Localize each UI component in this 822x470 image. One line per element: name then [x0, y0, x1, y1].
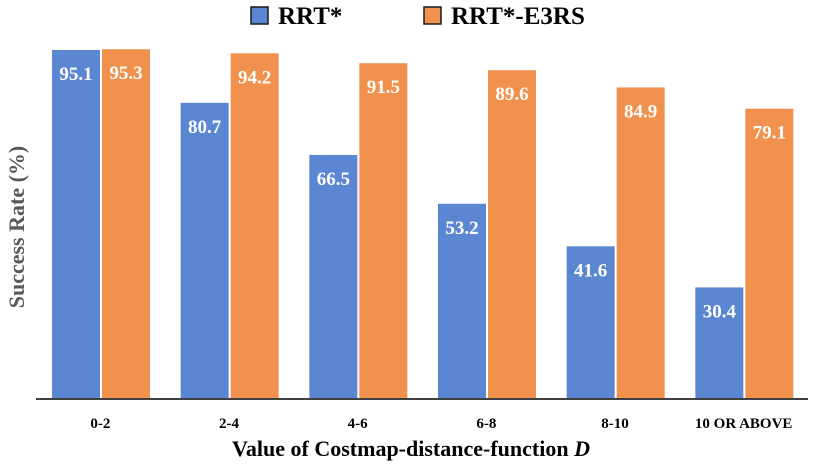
- value-label-rrt-e3rs-8-10: 84.9: [624, 101, 657, 122]
- bar-rrt-0-2: [52, 49, 100, 399]
- bar-rrt-e3rs-10-or-above: [745, 108, 794, 399]
- bar-rrt-e3rs-0-2: [102, 49, 150, 400]
- value-label-rrt-e3rs-6-8: 89.6: [495, 84, 528, 105]
- legend: RRT* RRT*-E3RS: [250, 3, 585, 30]
- x-tick-4-6: 4-6: [348, 416, 368, 432]
- x-tick-labels: 0-2 2-4 4-6 6-8 8-10 10 OR ABOVE: [90, 416, 792, 432]
- bar-rrt-e3rs-6-8: [488, 70, 536, 399]
- bar-rrt-6-8: [438, 203, 486, 399]
- x-tick-6-8: 6-8: [476, 416, 496, 432]
- value-label-rrt-0-2: 95.1: [59, 64, 92, 85]
- legend-label-2: RRT*-E3RS: [451, 3, 585, 30]
- value-label-rrt-4-6: 66.5: [317, 169, 350, 190]
- bar-rrt-8-10: [566, 246, 615, 399]
- bar-rrt-4-6: [309, 154, 358, 399]
- value-label-rrt-2-4: 80.7: [188, 117, 222, 138]
- value-label-rrt-e3rs-0-2: 95.3: [109, 63, 142, 84]
- value-label-rrt-e3rs-4-6: 91.5: [367, 77, 400, 98]
- x-tick-10-or-above: 10 OR ABOVE: [695, 416, 793, 432]
- value-label-rrt-10-or-above: 30.4: [703, 301, 737, 322]
- legend-label-1: RRT*: [278, 3, 342, 30]
- bars-group: 95.1 95.3 80.7 94.2 66.5 91.5 53.2 89.6 41.6 84.9…: [52, 49, 794, 400]
- x-tick-0-2: 0-2: [90, 416, 110, 432]
- value-label-rrt-8-10: 41.6: [574, 260, 607, 281]
- x-tick-8-10: 8-10: [601, 416, 629, 432]
- value-label-rrt-e3rs-10-or-above: 79.1: [753, 123, 786, 144]
- value-label-rrt-e3rs-2-4: 94.2: [238, 67, 271, 88]
- bar-rrt-10-or-above: [695, 287, 744, 399]
- bar-rrt-e3rs-8-10: [616, 87, 665, 400]
- legend-swatch-2: [423, 6, 442, 25]
- bar-rrt-e3rs-2-4: [230, 53, 279, 399]
- legend-swatch-1: [250, 6, 269, 25]
- y-axis-label: Success Rate (%): [4, 146, 29, 309]
- x-tick-2-4: 2-4: [219, 416, 239, 432]
- bar-rrt-e3rs-4-6: [359, 63, 408, 399]
- value-label-rrt-6-8: 53.2: [445, 218, 478, 239]
- x-axis-label-variable: D: [573, 436, 590, 461]
- x-axis-label-prefix: Value of Costmap-distance-function: [232, 436, 574, 461]
- x-axis-label: Value of Costmap-distance-function D: [232, 436, 590, 461]
- bar-rrt-2-4: [180, 102, 229, 400]
